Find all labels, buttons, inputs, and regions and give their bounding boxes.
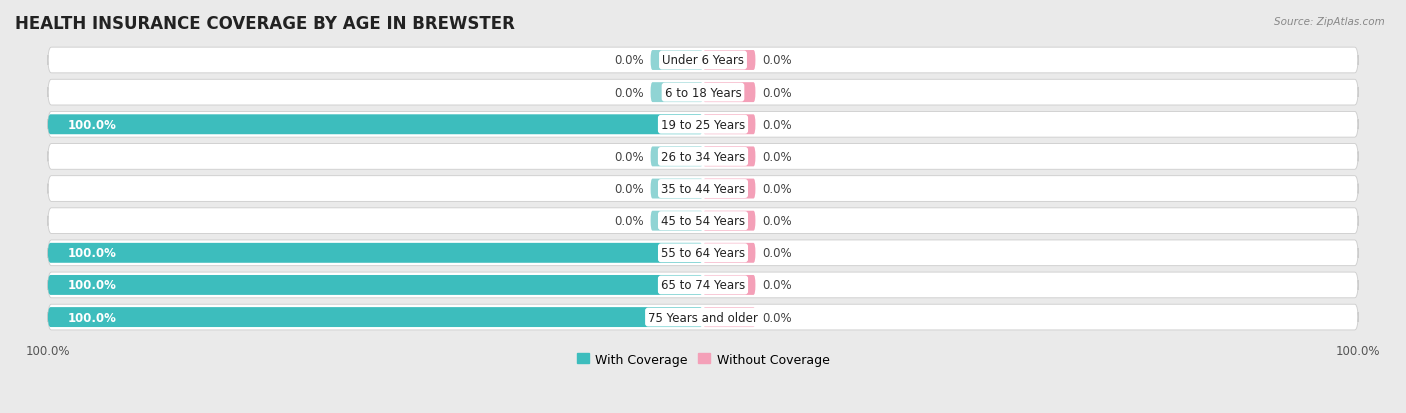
Text: 19 to 25 Years: 19 to 25 Years <box>661 119 745 131</box>
Text: 0.0%: 0.0% <box>762 151 792 164</box>
FancyBboxPatch shape <box>651 83 703 103</box>
Text: 0.0%: 0.0% <box>614 86 644 100</box>
Text: 0.0%: 0.0% <box>762 119 792 131</box>
FancyBboxPatch shape <box>651 51 703 71</box>
FancyBboxPatch shape <box>48 48 1358 74</box>
Text: 100.0%: 100.0% <box>67 279 117 292</box>
FancyBboxPatch shape <box>651 179 703 199</box>
FancyBboxPatch shape <box>651 211 703 231</box>
FancyBboxPatch shape <box>48 208 1358 234</box>
Text: 45 to 54 Years: 45 to 54 Years <box>661 215 745 228</box>
Text: 55 to 64 Years: 55 to 64 Years <box>661 247 745 260</box>
Text: 0.0%: 0.0% <box>614 55 644 67</box>
Text: 0.0%: 0.0% <box>762 183 792 196</box>
FancyBboxPatch shape <box>703 307 755 327</box>
Text: 100.0%: 100.0% <box>67 311 117 324</box>
Text: 0.0%: 0.0% <box>762 86 792 100</box>
FancyBboxPatch shape <box>703 179 755 199</box>
Text: 100.0%: 100.0% <box>67 119 117 131</box>
Text: 100.0%: 100.0% <box>67 247 117 260</box>
FancyBboxPatch shape <box>48 176 1358 202</box>
FancyBboxPatch shape <box>48 115 703 135</box>
FancyBboxPatch shape <box>48 240 1358 266</box>
Text: 26 to 34 Years: 26 to 34 Years <box>661 151 745 164</box>
Text: 65 to 74 Years: 65 to 74 Years <box>661 279 745 292</box>
Text: 0.0%: 0.0% <box>762 247 792 260</box>
Text: 75 Years and older: 75 Years and older <box>648 311 758 324</box>
Text: HEALTH INSURANCE COVERAGE BY AGE IN BREWSTER: HEALTH INSURANCE COVERAGE BY AGE IN BREW… <box>15 15 515 33</box>
FancyBboxPatch shape <box>651 147 703 167</box>
FancyBboxPatch shape <box>48 144 1358 170</box>
Text: 0.0%: 0.0% <box>614 183 644 196</box>
Text: 35 to 44 Years: 35 to 44 Years <box>661 183 745 196</box>
Text: 0.0%: 0.0% <box>762 279 792 292</box>
FancyBboxPatch shape <box>48 112 1358 138</box>
Text: 0.0%: 0.0% <box>762 55 792 67</box>
Text: Under 6 Years: Under 6 Years <box>662 55 744 67</box>
Text: 0.0%: 0.0% <box>614 151 644 164</box>
Text: Source: ZipAtlas.com: Source: ZipAtlas.com <box>1274 17 1385 26</box>
FancyBboxPatch shape <box>703 83 755 103</box>
FancyBboxPatch shape <box>48 304 1358 330</box>
FancyBboxPatch shape <box>703 243 755 263</box>
FancyBboxPatch shape <box>48 80 1358 106</box>
FancyBboxPatch shape <box>48 273 1358 298</box>
FancyBboxPatch shape <box>703 147 755 167</box>
Legend: With Coverage, Without Coverage: With Coverage, Without Coverage <box>572 348 834 371</box>
FancyBboxPatch shape <box>703 211 755 231</box>
Text: 0.0%: 0.0% <box>614 215 644 228</box>
Text: 6 to 18 Years: 6 to 18 Years <box>665 86 741 100</box>
FancyBboxPatch shape <box>48 307 703 327</box>
FancyBboxPatch shape <box>703 51 755 71</box>
FancyBboxPatch shape <box>48 243 703 263</box>
Text: 0.0%: 0.0% <box>762 311 792 324</box>
FancyBboxPatch shape <box>48 275 703 295</box>
Text: 0.0%: 0.0% <box>762 215 792 228</box>
FancyBboxPatch shape <box>703 275 755 295</box>
FancyBboxPatch shape <box>703 115 755 135</box>
